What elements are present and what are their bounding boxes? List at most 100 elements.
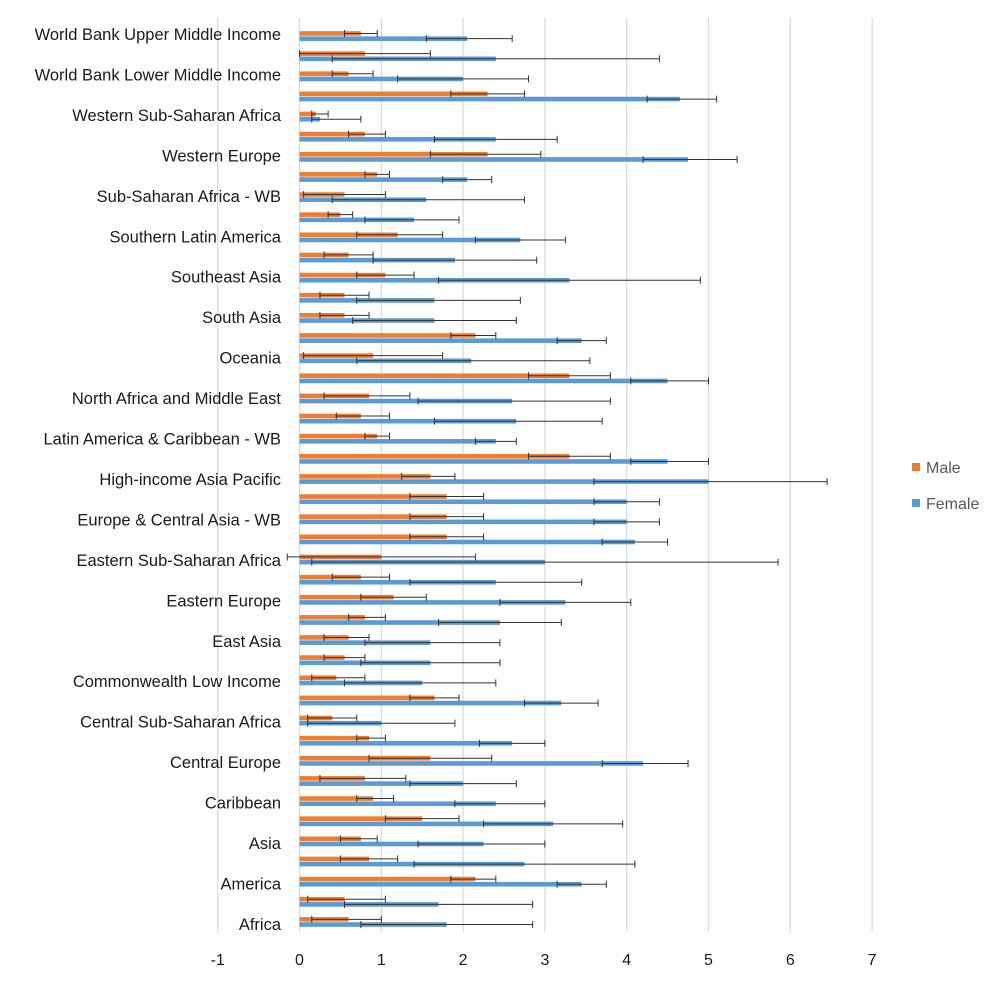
bar-female: [299, 579, 496, 585]
category-label: South Asia: [202, 309, 282, 327]
bar-female: [299, 459, 668, 464]
error-bar-male: [450, 331, 497, 339]
error-bar-male: [311, 110, 329, 118]
error-bar-female: [593, 518, 660, 526]
error-bar-female: [343, 900, 534, 908]
error-bar-male: [323, 251, 374, 259]
x-tick-label: 3: [540, 952, 549, 969]
error-bar-female: [364, 216, 460, 224]
error-bar-female: [474, 236, 566, 244]
error-bar-male: [409, 513, 485, 521]
error-bar-male: [331, 573, 390, 581]
x-tick-label: -1: [211, 952, 225, 969]
x-tick-label: 0: [295, 952, 304, 969]
category-label: Eastern Sub-Saharan Africa: [76, 552, 281, 570]
error-bar-female: [331, 196, 525, 204]
bar-male: [299, 172, 378, 177]
error-bar-female: [642, 155, 738, 163]
bar-female: [299, 600, 566, 605]
error-bar-female: [601, 538, 669, 546]
bar-male: [299, 131, 365, 137]
category-label: Africa: [239, 916, 282, 934]
bar-female: [299, 479, 709, 484]
error-bar-male: [356, 795, 395, 803]
error-bar-male: [348, 130, 386, 138]
category-label: Southern Latin America: [109, 228, 281, 246]
error-bar-male: [409, 493, 485, 501]
bar-female: [299, 499, 627, 505]
x-tick-label: 2: [459, 952, 468, 969]
category-label: Asia: [249, 835, 282, 853]
bar-female: [299, 439, 496, 444]
error-bar-male: [343, 29, 378, 37]
error-bar-female: [356, 296, 521, 304]
error-bar-male: [303, 352, 444, 360]
bar-female: [299, 157, 689, 162]
error-bar-male: [327, 211, 354, 219]
bar-female: [299, 801, 496, 807]
error-bar-female: [478, 739, 546, 747]
error-bar-female: [343, 679, 497, 687]
category-label: East Asia: [212, 633, 282, 651]
error-bar-female: [601, 759, 689, 767]
category-labels: World Bank Upper Middle Income World Bank…: [35, 26, 282, 934]
bar-female: [299, 821, 554, 827]
bar-male: [299, 453, 570, 459]
error-bar-female: [356, 357, 591, 365]
bar-female: [299, 237, 521, 243]
error-bar-female: [311, 115, 362, 123]
bar-female: [299, 76, 464, 82]
error-bar-female: [630, 377, 709, 385]
bar-female: [299, 861, 525, 867]
error-bar-female: [331, 55, 660, 63]
bar-female: [299, 277, 570, 283]
error-bar-female: [397, 75, 530, 83]
bar-male: [299, 534, 447, 540]
category-label: Eastern Europe: [166, 592, 281, 610]
category-label: America: [220, 875, 281, 893]
error-bar-male: [384, 815, 460, 823]
category-label: Commonwealth Low Income: [73, 673, 281, 691]
bar-male: [299, 91, 488, 97]
bar-male: [299, 514, 447, 519]
error-bar-male: [335, 412, 390, 420]
bar-female: [299, 217, 415, 223]
error-bar-female: [593, 498, 660, 506]
error-bar-female: [483, 820, 624, 828]
bar-male: [299, 151, 488, 157]
category-label: Southeast Asia: [171, 269, 282, 287]
category-label: World Bank Lower Middle Income: [35, 66, 281, 84]
category-label: Latin America & Caribbean - WB: [43, 431, 281, 449]
error-bar-female: [360, 921, 534, 929]
bar-male: [299, 796, 374, 801]
error-bar-male: [311, 915, 382, 923]
error-bar-female: [417, 840, 546, 848]
bar-male: [299, 876, 476, 882]
bar-male: [299, 474, 431, 479]
x-tick-label: 5: [704, 952, 713, 969]
category-label: Caribbean: [205, 795, 281, 813]
error-bar-male: [331, 70, 374, 78]
bar-female: [299, 96, 680, 102]
bar-female: [299, 761, 644, 766]
error-bar-female: [311, 558, 779, 566]
bar-male: [299, 413, 361, 419]
bar-male: [299, 655, 345, 660]
bar-female: [299, 881, 582, 887]
value-axis: -1 0 1 2 3 4 5 6 7: [211, 952, 877, 969]
error-bar-male: [311, 674, 366, 682]
x-tick-label: 6: [786, 952, 795, 969]
bar-male: [299, 111, 316, 117]
bar-female: [299, 700, 562, 706]
error-bar-male: [319, 291, 370, 299]
legend-swatch-male: [912, 463, 920, 471]
error-bar-female: [352, 317, 517, 325]
error-bar-female: [523, 699, 599, 707]
error-bar-male: [348, 613, 386, 621]
error-bar-female: [438, 619, 562, 627]
bar-male: [299, 594, 394, 600]
error-bar-female: [593, 478, 828, 486]
error-bar-male: [319, 774, 407, 782]
error-bar-male: [307, 895, 386, 903]
bar-female: [299, 36, 468, 41]
